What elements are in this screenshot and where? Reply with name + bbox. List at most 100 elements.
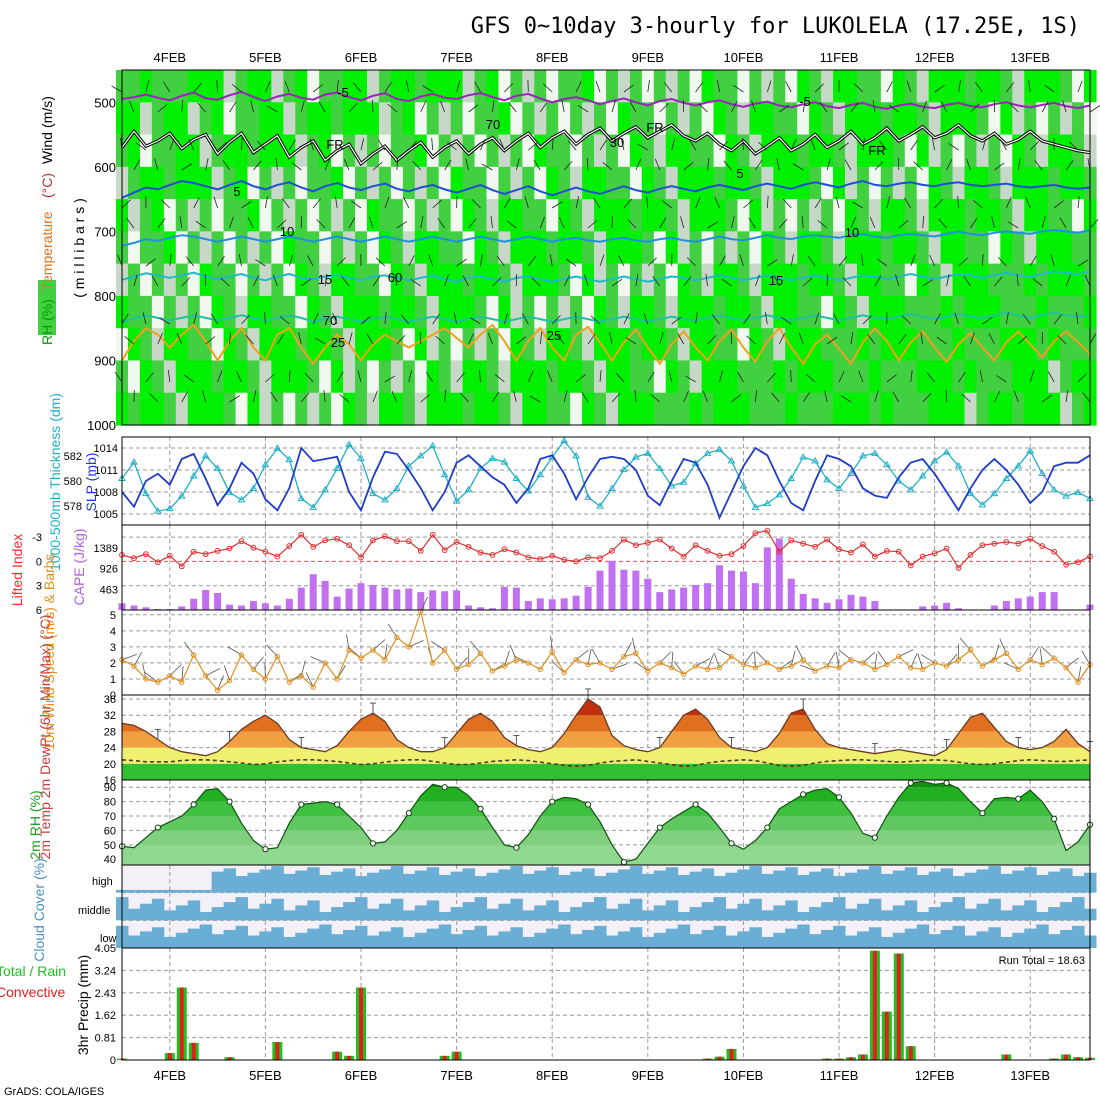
- cape-bar: [238, 605, 246, 610]
- cloud-cell: [701, 902, 715, 921]
- lifted-point: [740, 543, 747, 549]
- lifted-point: [238, 538, 245, 545]
- rh-cell: [629, 295, 643, 329]
- y-tick-lifted: 3: [36, 581, 42, 593]
- rh-cell: [271, 70, 284, 103]
- cape-bar: [226, 604, 234, 610]
- cape-bar: [716, 565, 724, 610]
- thickness-point: [584, 493, 592, 500]
- cloud-cell: [127, 935, 141, 948]
- cloud-cell: [868, 866, 882, 893]
- wind-barb: [936, 336, 947, 345]
- rh-cell: [259, 231, 272, 265]
- wind-barb: [683, 390, 689, 403]
- rh-cell: [845, 328, 858, 362]
- rh-cell: [235, 166, 249, 200]
- cloud-cell: [1048, 907, 1061, 921]
- wind10m-point: [728, 653, 735, 660]
- wind10m-point: [441, 647, 448, 653]
- wind-barb: [408, 140, 417, 151]
- contour-label: 10: [280, 224, 294, 239]
- rh-cell: [952, 392, 966, 426]
- rh-cell: [522, 166, 535, 200]
- rh-cell: [474, 70, 488, 103]
- wind-barb: [348, 332, 353, 345]
- wind-barb: [1034, 160, 1043, 171]
- lifted-point: [131, 555, 137, 562]
- rh-cell: [916, 166, 930, 200]
- rh-cell: [641, 166, 655, 200]
- cloud-cell: [761, 910, 774, 921]
- rh-cell: [594, 102, 607, 136]
- cloud-cell: [474, 925, 487, 948]
- wind-barb: [288, 139, 296, 151]
- cape-bar: [572, 595, 580, 610]
- rh-cell: [450, 231, 464, 265]
- rh-cell: [892, 328, 906, 362]
- rh-cell: [1060, 199, 1073, 232]
- wind10m-point: [955, 657, 962, 663]
- y-tick-pressure: 500: [94, 95, 116, 110]
- rh-cell: [307, 360, 320, 394]
- cape-bar: [1002, 601, 1010, 610]
- y-tick-wind: 0: [110, 690, 116, 702]
- wind-barb: [195, 220, 206, 229]
- cloud-cell: [331, 907, 344, 921]
- rh-cell: [426, 263, 440, 297]
- wind-barb: [643, 312, 649, 325]
- cloud-cell: [163, 936, 177, 948]
- cloud-cell: [785, 867, 798, 893]
- wind10m-point: [250, 666, 257, 673]
- rh-cell: [187, 295, 201, 329]
- wind-barb: [1089, 333, 1097, 345]
- rh-cell: [187, 231, 201, 265]
- rh-cell: [235, 102, 249, 136]
- cape-bar: [405, 588, 413, 610]
- wind-barb: [647, 371, 655, 383]
- y-tick-precip: 2.43: [95, 988, 116, 1000]
- rh-cell: [1072, 102, 1085, 136]
- wind10m-point: [430, 660, 436, 666]
- rh-cell: [797, 392, 810, 426]
- rh-cell: [199, 263, 213, 297]
- rh-cell: [1060, 70, 1073, 103]
- wind-barb: [247, 217, 254, 229]
- wind-barb: [599, 370, 602, 383]
- rh-cell: [928, 166, 942, 200]
- wind-barb: [470, 317, 481, 325]
- cloud-cell: [845, 872, 858, 893]
- cloud-cell: [725, 872, 738, 893]
- thickness-point: [345, 440, 353, 448]
- rh-cell: [223, 360, 237, 394]
- rh2m-point: [764, 824, 771, 831]
- rh-cell: [582, 360, 595, 394]
- rh-cell: [271, 199, 284, 232]
- wind-barb: [587, 219, 598, 229]
- rh-cell: [761, 134, 774, 168]
- rh-cell: [1024, 134, 1037, 168]
- rh-cell: [856, 102, 870, 136]
- rh-cell: [964, 231, 978, 265]
- rh-cell: [355, 70, 368, 103]
- wind-barb: [253, 275, 260, 287]
- rh-cell: [641, 134, 655, 168]
- cloud-cell: [139, 889, 153, 893]
- cloud-cell: [426, 928, 440, 948]
- wind-barb: [241, 137, 243, 151]
- wind-barb: [920, 332, 924, 345]
- wind-barb: [1069, 141, 1079, 151]
- wind-barb: [366, 333, 374, 345]
- rh-cell: [163, 70, 177, 103]
- cloud-cell: [127, 889, 141, 893]
- label-rh2m: 2m RH (%): [27, 790, 43, 859]
- thickness-point: [1038, 469, 1047, 476]
- cloud-cell: [151, 889, 165, 893]
- wind-barb: [650, 393, 661, 403]
- thickness-point: [130, 458, 138, 465]
- wind-barb: [707, 158, 710, 171]
- rh-cell: [570, 392, 583, 426]
- wind10m-point: [585, 661, 591, 668]
- rh-cell: [928, 231, 942, 265]
- precip-convective-bar: [191, 1042, 196, 1060]
- isotherm-15: [121, 270, 1091, 283]
